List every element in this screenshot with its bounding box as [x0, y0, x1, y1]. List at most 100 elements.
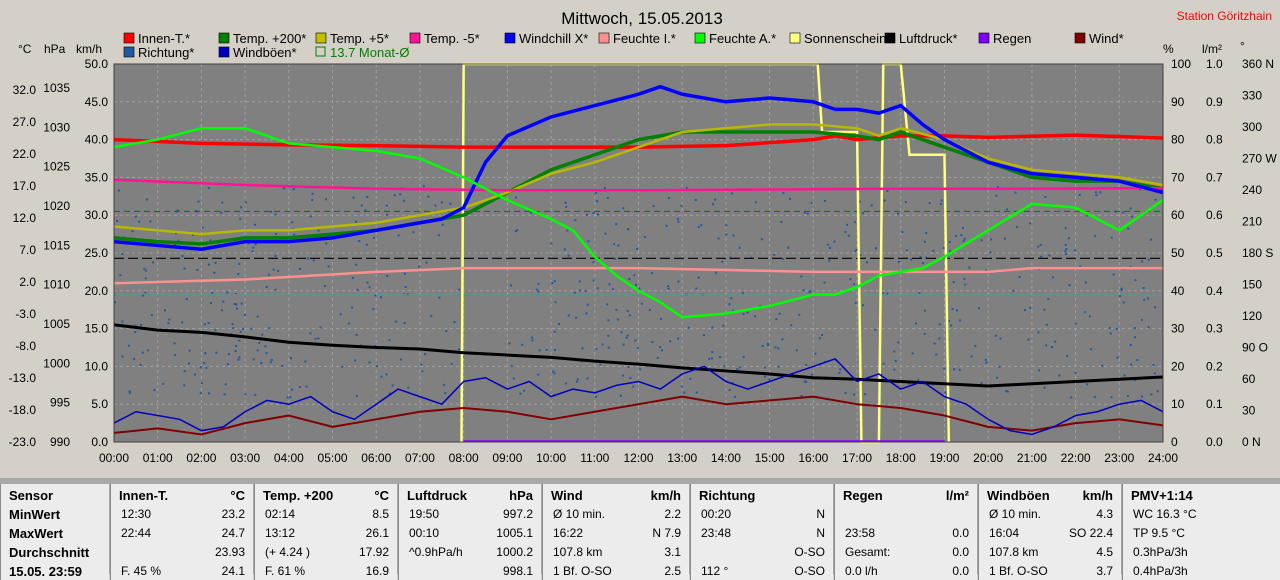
direction-point	[955, 309, 958, 312]
direction-point	[355, 333, 358, 336]
direction-point	[990, 238, 993, 241]
direction-point	[777, 347, 780, 350]
y-tick-hpa: 1030	[43, 120, 70, 134]
x-tick-label: 15:00	[755, 451, 785, 465]
direction-point	[399, 358, 402, 361]
direction-point	[364, 209, 367, 212]
direction-point	[1084, 311, 1087, 314]
direction-point	[1051, 276, 1054, 279]
direction-point	[667, 197, 670, 200]
stats-cell-value: N	[816, 507, 825, 521]
direction-point	[174, 232, 177, 235]
direction-point	[1099, 191, 1102, 194]
direction-point	[910, 258, 913, 261]
x-tick-label: 14:00	[711, 451, 741, 465]
direction-point	[948, 240, 951, 243]
direction-point	[802, 289, 805, 292]
direction-point	[231, 323, 234, 326]
direction-point	[1050, 346, 1053, 349]
direction-point	[1147, 297, 1150, 300]
direction-point	[323, 284, 326, 287]
direction-point	[352, 196, 355, 199]
stats-cell-label: 23:48	[701, 526, 732, 540]
y-tick-temp: -3.0	[15, 307, 36, 321]
y-tick-rain: 0.7	[1206, 170, 1223, 184]
direction-point	[421, 370, 424, 373]
direction-point	[760, 238, 763, 241]
direction-point	[203, 362, 206, 365]
direction-point	[317, 337, 320, 340]
direction-point	[1068, 284, 1071, 287]
direction-point	[538, 349, 541, 352]
unit-deg: °	[1240, 39, 1245, 53]
direction-point	[586, 377, 589, 380]
direction-point	[894, 360, 897, 363]
legend-swatch	[218, 32, 230, 44]
x-tick-label: 19:00	[929, 451, 959, 465]
direction-point	[651, 341, 654, 344]
direction-point	[893, 350, 896, 353]
direction-point	[354, 359, 357, 362]
direction-point	[604, 232, 607, 235]
direction-point	[803, 211, 806, 214]
direction-point	[143, 267, 146, 270]
stats-cell-value: 0.0	[952, 526, 969, 540]
direction-point	[810, 373, 813, 376]
direction-point	[1038, 369, 1041, 372]
direction-point	[240, 206, 243, 209]
direction-point	[551, 281, 554, 284]
y-tick-rain: 0.5	[1206, 246, 1223, 260]
direction-point	[221, 201, 224, 204]
y-tick-hpa: 1010	[43, 278, 70, 292]
direction-point	[905, 249, 908, 252]
legend-swatch	[123, 32, 135, 44]
stats-row: Gesamt: 0.0	[835, 544, 977, 563]
direction-point	[717, 237, 720, 240]
direction-point	[1140, 395, 1143, 398]
direction-point	[228, 353, 231, 356]
direction-point	[627, 228, 630, 231]
series-line	[113, 123, 1164, 236]
direction-point	[702, 334, 705, 337]
direction-point	[201, 226, 204, 229]
stats-header: Innen-T. °C	[111, 484, 253, 506]
direction-point	[1094, 191, 1097, 194]
y-tick-deg: 300	[1242, 120, 1262, 134]
direction-point	[149, 220, 152, 223]
direction-point	[238, 356, 241, 359]
direction-point	[1154, 198, 1157, 201]
direction-point	[800, 275, 803, 278]
legend-swatch	[694, 32, 706, 44]
stats-cell-label: (+ 4.24 )	[265, 545, 311, 559]
direction-point	[918, 292, 921, 295]
direction-point	[968, 266, 971, 269]
direction-point	[368, 286, 371, 289]
direction-point	[134, 331, 137, 334]
direction-point	[782, 258, 785, 261]
series-line	[113, 395, 1164, 436]
direction-point	[923, 332, 926, 335]
direction-point	[648, 309, 651, 312]
direction-point	[864, 393, 867, 396]
chart-title: Mittwoch, 15.05.2013	[561, 9, 723, 28]
direction-point	[269, 361, 272, 364]
direction-point	[578, 280, 581, 283]
direction-point	[516, 229, 519, 232]
direction-point	[597, 213, 600, 216]
direction-point	[923, 240, 926, 243]
series-line	[113, 323, 1164, 388]
direction-point	[366, 195, 369, 198]
stats-column: Innen-T. °C 12:30 23.2 22:44 24.7 23.93 F. 45 %…	[110, 484, 253, 580]
direction-point	[138, 220, 141, 223]
direction-point	[742, 312, 745, 315]
stats-cell-value: 23.93	[214, 545, 245, 559]
x-tick-label: 22:00	[1061, 451, 1091, 465]
direction-point	[915, 322, 918, 325]
direction-point	[403, 321, 406, 324]
direction-point	[260, 362, 263, 365]
direction-point	[606, 197, 609, 200]
direction-point	[1110, 236, 1113, 239]
direction-point	[633, 274, 636, 277]
y-tick-pct: 90	[1171, 95, 1185, 109]
direction-point	[1133, 327, 1136, 330]
